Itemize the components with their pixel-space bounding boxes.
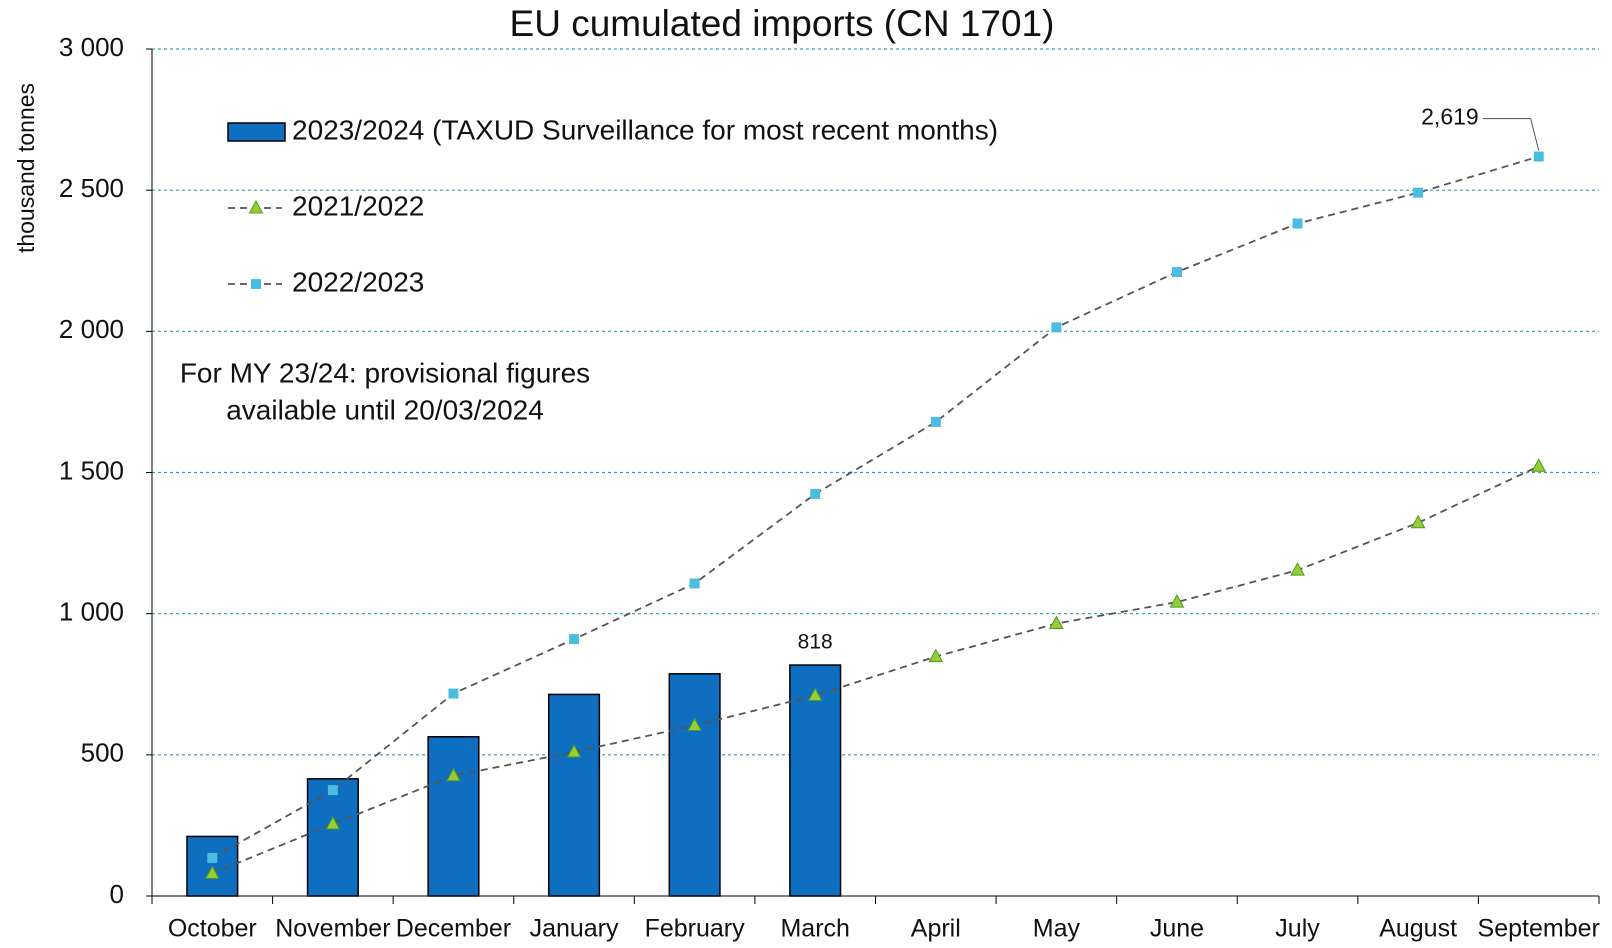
- legend-label: 2021/2022: [292, 190, 424, 221]
- point: [566, 743, 582, 758]
- chart-title: EU cumulated imports (CN 1701): [510, 3, 1055, 44]
- x-tick-label: May: [1033, 915, 1081, 943]
- data-label: 2,619: [1421, 104, 1479, 130]
- point: [810, 488, 821, 499]
- bar: [306, 778, 359, 897]
- x-tick-label: April: [911, 915, 961, 943]
- point: [930, 416, 941, 427]
- y-tick-label: 0: [110, 879, 124, 909]
- y-axis-label: thousand tonnes: [13, 83, 39, 253]
- point: [448, 688, 459, 699]
- x-tick-label: November: [275, 915, 390, 943]
- point: [1290, 562, 1305, 576]
- bar: [668, 673, 721, 897]
- annotation: For MY 23/24: provisional figures: [180, 357, 590, 388]
- point: [207, 852, 218, 863]
- bar: [547, 693, 601, 897]
- point: [1051, 322, 1062, 333]
- x-tick-label: February: [645, 915, 746, 943]
- point: [928, 648, 944, 663]
- x-tick-label: July: [1275, 915, 1320, 943]
- leader-line: [1482, 118, 1540, 151]
- x-tick-label: August: [1379, 915, 1457, 943]
- x-tick-label: October: [168, 915, 257, 943]
- x-tick-label: September: [1478, 915, 1600, 943]
- point: [1169, 594, 1185, 608]
- point: [1531, 458, 1547, 472]
- annotation: available until 20/03/2024: [226, 394, 544, 425]
- point: [569, 634, 580, 645]
- y-tick-label: 2 000: [59, 314, 124, 344]
- series-line: [211, 465, 1540, 875]
- legend-marker: [251, 279, 261, 289]
- x-tick-label: January: [530, 915, 619, 943]
- point: [1171, 267, 1182, 278]
- y-tick-label: 3 000: [59, 32, 124, 62]
- y-tick-label: 500: [81, 738, 124, 768]
- y-tick-label: 1 000: [59, 597, 124, 627]
- legend-label: 2023/2024 (TAXUD Surveillance for most r…: [292, 114, 998, 145]
- point: [327, 785, 338, 796]
- point: [689, 578, 700, 589]
- x-tick-label: December: [396, 915, 511, 943]
- data-label: 818: [798, 631, 833, 654]
- point: [1410, 514, 1426, 529]
- bar: [427, 736, 480, 897]
- legend-label: 2022/2023: [292, 266, 424, 297]
- point: [1413, 187, 1424, 198]
- point: [204, 865, 220, 879]
- legend-swatch: [227, 122, 286, 142]
- y-tick-label: 2 500: [59, 173, 124, 203]
- point: [687, 717, 702, 731]
- bar: [789, 664, 842, 897]
- point: [325, 815, 341, 830]
- point: [446, 767, 461, 782]
- point: [1533, 151, 1544, 162]
- series-line: [211, 155, 1539, 859]
- legend-marker: [248, 199, 264, 214]
- y-tick-label: 1 500: [59, 455, 124, 485]
- point: [1049, 615, 1064, 630]
- x-tick-label: March: [780, 915, 849, 943]
- x-tick-label: June: [1150, 915, 1204, 943]
- point: [1292, 218, 1303, 229]
- point: [807, 687, 823, 702]
